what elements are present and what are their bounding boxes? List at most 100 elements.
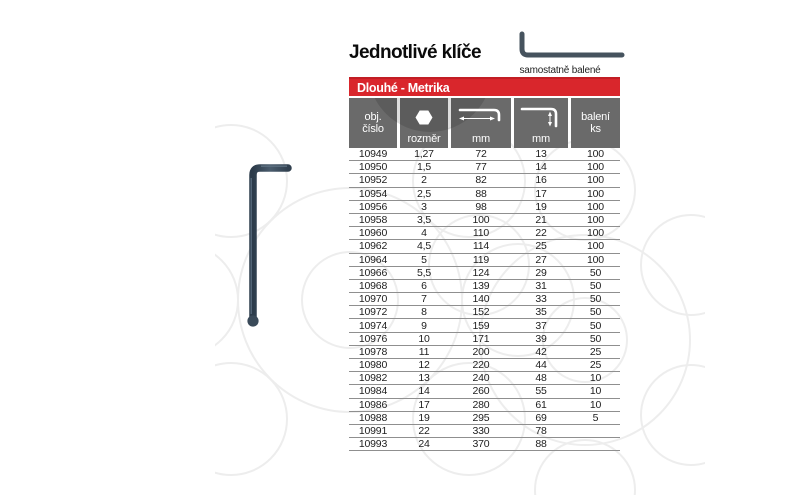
table-cell: 119 <box>472 253 490 266</box>
table-cell: 240 <box>472 372 490 385</box>
table-body: 10949 1,27 72 13 100 10950 1,5 77 14 100 10952 2 82 1… <box>349 148 620 452</box>
column-header-length: mm <box>451 98 511 148</box>
table-cell: 260 <box>472 385 490 398</box>
table-cell: 4 <box>421 227 427 240</box>
table-cell: 330 <box>472 425 490 438</box>
table-row: 10964 5 119 27 100 <box>349 254 620 267</box>
table-row: 10970 7 140 33 50 <box>349 293 620 307</box>
table-cell: 152 <box>472 306 490 319</box>
table-cell: 10970 <box>358 293 388 306</box>
packaging-label-line2: ks <box>590 123 601 135</box>
table-cell: 29 <box>535 266 547 279</box>
table-cell: 50 <box>589 266 602 279</box>
table-cell: 10966 <box>358 266 388 279</box>
table-cell: 12 <box>418 359 430 372</box>
length-unit-label: mm <box>472 133 490 145</box>
table-cell: 50 <box>589 332 602 345</box>
table-cell: 17 <box>418 398 430 411</box>
table-cell: 72 <box>475 148 487 161</box>
table-cell: 82 <box>475 174 487 187</box>
table-cell: 10949 <box>358 148 388 161</box>
table-cell: 10986 <box>358 398 388 411</box>
table-row: 10966 5,5 124 29 50 <box>349 267 620 280</box>
table-row: 10949 1,27 72 13 100 <box>349 148 620 162</box>
table-row: 10978 11 200 42 25 <box>349 346 620 359</box>
table-cell: 2 <box>421 174 427 187</box>
table-cell: 10956 <box>358 200 388 213</box>
table-cell: 17 <box>535 187 547 200</box>
table-row: 10988 19 295 69 5 <box>349 412 620 425</box>
table-cell: 14 <box>535 161 547 174</box>
hexagon-icon <box>415 110 433 124</box>
table-cell: 7 <box>421 293 427 306</box>
table-cell: 50 <box>589 319 602 332</box>
order-number-label-line2: číslo <box>362 123 384 135</box>
hex-key-short-arm-arrow-icon <box>520 107 558 128</box>
table-cell: 200 <box>472 345 490 358</box>
table-cell: 280 <box>472 398 490 411</box>
table-row: 10972 8 152 35 50 <box>349 306 620 320</box>
table-cell: 100 <box>587 214 604 227</box>
table-cell: 10980 <box>358 359 388 372</box>
table-cell: 50 <box>589 279 602 292</box>
table-cell: 10958 <box>358 214 388 227</box>
table-cell: 19 <box>418 411 430 424</box>
section-header: Dlouhé - Metrika <box>349 77 620 96</box>
table-cell: 10950 <box>358 161 388 174</box>
table-cell: 3 <box>421 200 427 213</box>
table-cell: 13 <box>418 372 430 385</box>
table-cell: 78 <box>535 425 547 438</box>
table-row: 10962 4,5 114 25 100 <box>349 240 620 254</box>
table-row: 10968 6 139 31 50 <box>349 279 620 294</box>
table-cell: 100 <box>587 187 604 200</box>
packaging-note: samostatně balené <box>505 8 630 78</box>
table-cell: 14 <box>418 385 430 398</box>
column-header-size: rozměr <box>400 98 448 148</box>
table-row: 10956 3 98 19 100 <box>349 201 620 214</box>
table-cell: 24 <box>418 438 430 451</box>
hex-key-length-arrow-icon <box>458 108 501 122</box>
table-cell: 10952 <box>358 174 388 187</box>
table-cell: 50 <box>589 293 602 306</box>
table-cell: 10 <box>589 398 602 411</box>
table-cell: 100 <box>587 227 604 240</box>
table-cell: 6 <box>421 279 427 292</box>
table-row: 10952 2 82 16 100 <box>349 174 620 188</box>
table-cell: 61 <box>535 398 547 411</box>
table-cell: 5 <box>421 253 427 266</box>
table-cell: 10988 <box>358 411 388 424</box>
table-cell: 10 <box>589 372 602 385</box>
table-cell: 10 <box>418 332 430 345</box>
table-cell: 10968 <box>358 279 388 292</box>
table-row: 10980 12 220 44 25 <box>349 359 620 373</box>
table-cell: 2,5 <box>417 187 431 200</box>
table-row: 10991 22 330 78 <box>349 425 620 439</box>
table-cell: 10962 <box>358 240 388 253</box>
table-cell: 100 <box>587 161 604 174</box>
table-cell: 35 <box>535 306 547 319</box>
table-cell: 98 <box>475 200 487 213</box>
table-row: 10976 10 171 39 50 <box>349 333 620 346</box>
table-cell: 11 <box>418 345 430 358</box>
table-cell: 159 <box>472 319 490 332</box>
table-row: 10960 4 110 22 100 <box>349 227 620 241</box>
table-cell: 88 <box>475 187 487 200</box>
table-cell: 100 <box>587 148 604 161</box>
table-cell: 37 <box>535 319 547 332</box>
table-cell: 48 <box>535 372 547 385</box>
table-cell: 10964 <box>358 253 388 266</box>
table-cell: 8 <box>421 306 427 319</box>
table-cell: 10976 <box>358 332 388 345</box>
packaging-label-line1: balení <box>581 111 610 123</box>
table-row: 10954 2,5 88 17 100 <box>349 188 620 201</box>
product-table: obj. číslo rozměr mm <box>349 98 620 452</box>
table-cell: 220 <box>472 359 490 372</box>
order-number-label-line1: obj. <box>364 111 382 123</box>
table-row: 10958 3,5 100 21 100 <box>349 214 620 228</box>
table-cell: 100 <box>472 214 490 227</box>
table-cell: 4,5 <box>417 240 431 253</box>
table-row: 10986 17 280 61 10 <box>349 399 620 412</box>
table-cell: 69 <box>535 411 547 424</box>
page-title: Jednotlivé klíče <box>349 42 482 63</box>
